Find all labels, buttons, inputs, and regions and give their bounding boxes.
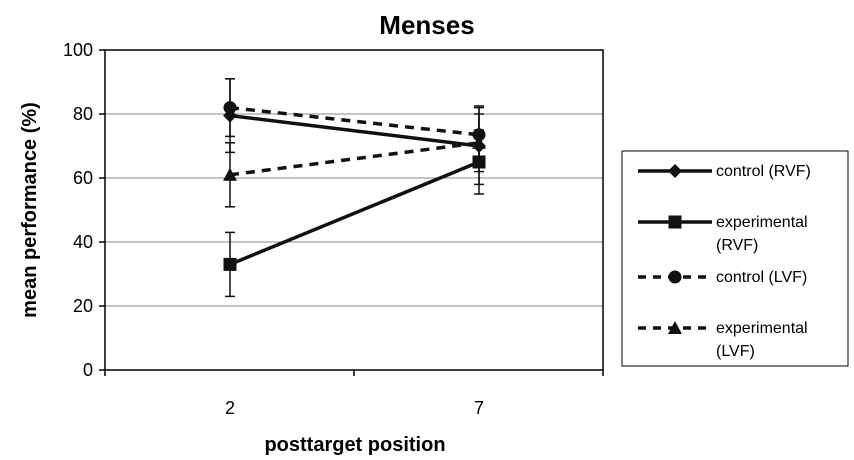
legend-label-line: (RVF) [716,237,758,254]
y-tick-label: 100 [63,40,93,60]
legend-item: experimental (LVF) [638,320,808,360]
triangle-marker [223,167,237,181]
legend-label: experimental (RVF) [716,214,808,254]
square-marker [223,257,237,271]
legend-label-line: (LVF) [716,343,755,360]
x-tick-label: 7 [474,398,484,418]
series-line [229,141,480,177]
y-tick-label: 0 [83,360,93,380]
legend-box [621,150,849,367]
circle-marker [223,101,237,115]
chart-title: Menses [379,10,474,40]
legend-label: control (LVF) [716,269,807,286]
y-tick-label: 60 [73,168,93,188]
x-tick-label: 2 [225,398,235,418]
legend: control (RVF) experimental (RVF) control (L… [638,163,811,360]
legend-item: experimental (RVF) [638,214,808,254]
diamond-marker [668,164,682,178]
legend-item: control (RVF) [638,163,811,180]
circle-marker [668,270,682,284]
series-1 [223,78,486,186]
series-line [229,113,480,148]
triangle-marker [668,321,682,334]
legend-item: control (LVF) [638,269,807,286]
series-4 [223,113,486,208]
legend-label-line: experimental [716,214,808,231]
legend-label: experimental (LVF) [716,320,808,360]
legend-label-line: control (RVF) [716,163,811,180]
legend-label-line: experimental [716,320,808,337]
axis-ticks: 0 20 40 60 80 100 2 7 [63,40,604,418]
series-line [229,160,480,267]
series-2 [223,129,486,298]
gridlines [105,113,603,307]
triangle-marker [472,135,486,149]
y-tick-label: 40 [73,232,93,252]
legend-label: control (RVF) [716,163,811,180]
plot-area [104,49,604,371]
legend-label-line: control (LVF) [716,269,807,286]
x-axis-label: posttarget position [264,434,445,456]
series-line [229,105,480,137]
square-marker [668,215,682,229]
y-tick-label: 20 [73,296,93,316]
series-group [223,78,486,298]
y-axis-label: mean performance (%) [19,102,41,318]
y-tick-label: 80 [73,104,93,124]
